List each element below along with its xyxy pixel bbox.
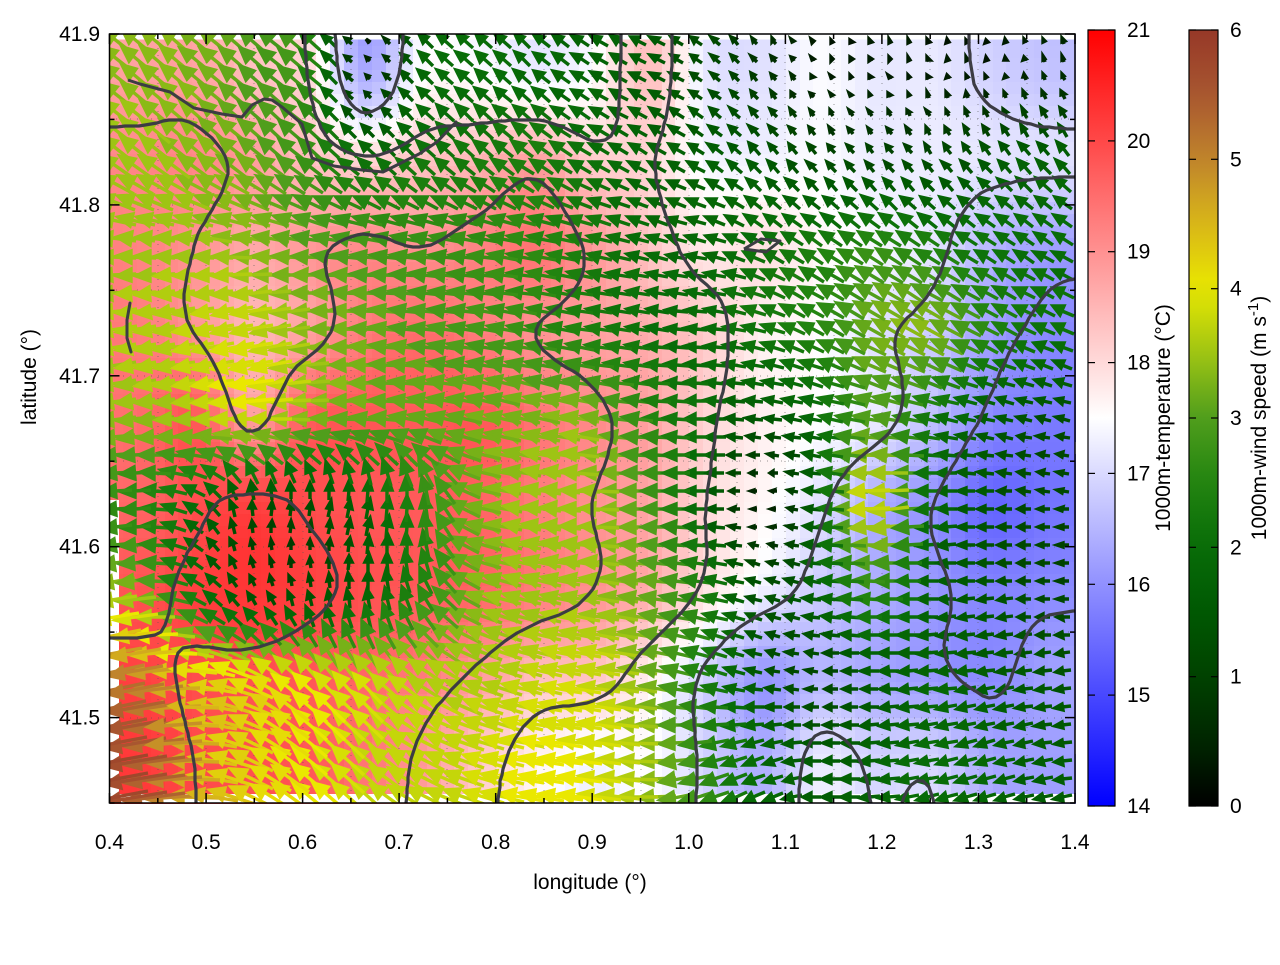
svg-text:15: 15 <box>1127 684 1150 707</box>
svg-text:2: 2 <box>1230 536 1242 559</box>
svg-text:4: 4 <box>1230 278 1242 301</box>
svg-text:latitude (°): latitude (°) <box>18 329 41 425</box>
svg-text:41.7: 41.7 <box>59 365 100 388</box>
svg-text:21: 21 <box>1127 19 1150 42</box>
svg-text:19: 19 <box>1127 241 1150 264</box>
svg-text:1000m-temperature (°C): 1000m-temperature (°C) <box>1152 304 1175 532</box>
svg-text:0.4: 0.4 <box>95 831 125 854</box>
svg-text:1.0: 1.0 <box>674 831 703 854</box>
svg-text:0.8: 0.8 <box>481 831 510 854</box>
svg-text:41.5: 41.5 <box>59 707 100 730</box>
svg-text:1.2: 1.2 <box>867 831 896 854</box>
svg-text:17: 17 <box>1127 462 1150 485</box>
svg-text:longitude (°): longitude (°) <box>533 871 646 894</box>
svg-text:6: 6 <box>1230 19 1242 42</box>
svg-text:41.9: 41.9 <box>59 23 100 46</box>
svg-text:16: 16 <box>1127 573 1150 596</box>
svg-text:1: 1 <box>1230 666 1242 689</box>
svg-text:18: 18 <box>1127 352 1150 375</box>
svg-text:14: 14 <box>1127 795 1151 818</box>
svg-text:0.6: 0.6 <box>288 831 317 854</box>
svg-text:3: 3 <box>1230 407 1242 430</box>
svg-text:5: 5 <box>1230 148 1242 171</box>
svg-text:1.3: 1.3 <box>964 831 993 854</box>
svg-text:0.9: 0.9 <box>578 831 607 854</box>
svg-text:41.6: 41.6 <box>59 536 100 559</box>
svg-text:41.8: 41.8 <box>59 194 100 217</box>
svg-text:0.5: 0.5 <box>191 831 220 854</box>
svg-text:20: 20 <box>1127 130 1150 153</box>
svg-text:1.1: 1.1 <box>771 831 800 854</box>
svg-text:0.7: 0.7 <box>384 831 413 854</box>
svg-text:1000m-wind speed (m s-1): 1000m-wind speed (m s-1) <box>1245 296 1272 540</box>
svg-text:1.4: 1.4 <box>1060 831 1090 854</box>
svg-text:0: 0 <box>1230 795 1242 818</box>
